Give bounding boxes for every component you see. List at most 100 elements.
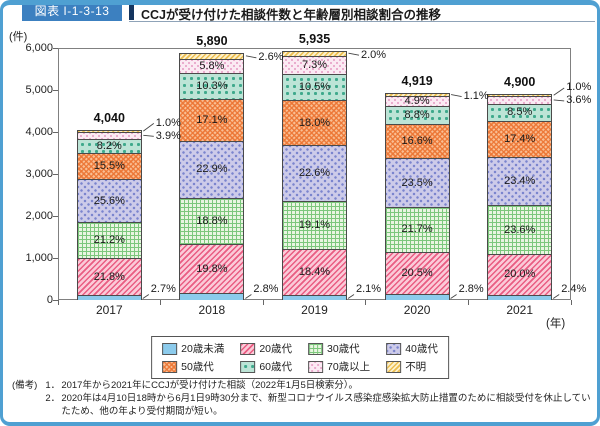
- legend-label: 60歳代: [259, 361, 292, 373]
- segment-value-label: 23.4%: [504, 175, 536, 188]
- bar-total-label: 5,890: [196, 33, 228, 48]
- bar-total-label: 4,040: [93, 111, 125, 126]
- segment-value-label: 17.4%: [504, 133, 536, 146]
- segment-value-label: 19.1%: [298, 219, 331, 232]
- y-tick-label: 0: [46, 293, 53, 306]
- bar-segment: [282, 294, 347, 300]
- x-tick: [160, 300, 162, 305]
- segment-value-label: 18.0%: [298, 116, 331, 129]
- y-tick-label: 5,000: [25, 83, 53, 96]
- segment-value-label: 19.8%: [196, 262, 228, 275]
- bar-segment: [76, 152, 142, 179]
- bar-segment: [76, 222, 142, 259]
- bar-segment: [179, 73, 245, 99]
- bar-segment: [179, 197, 245, 245]
- x-tick: [570, 300, 572, 305]
- bar-segment: [384, 105, 450, 124]
- bar-segment: [76, 178, 142, 223]
- title-accent-bar: [129, 2, 134, 20]
- x-tick: [467, 300, 469, 305]
- segment-value-label: 22.6%: [298, 167, 331, 180]
- segment-value-label: 4.9%: [404, 94, 430, 107]
- notes-items: 1． 2017年から2021年にCCJが受け付けた相談（2022年1月5日検索分…: [45, 379, 592, 418]
- y-tick: [53, 131, 58, 133]
- bar-segment: [487, 253, 553, 296]
- bar-segment: [76, 258, 142, 296]
- legend-label: 40歳代: [405, 343, 438, 355]
- segment-value-label: 10.5%: [298, 81, 331, 93]
- bar-segment: [76, 295, 142, 300]
- legend-swatch-icon: [162, 360, 178, 373]
- legend-label: 50歳代: [181, 361, 214, 373]
- segment-value-label: 7.3%: [301, 58, 328, 71]
- bar-segment: [384, 251, 450, 295]
- legend-label: 70歳以上: [327, 361, 371, 373]
- legend: 20歳未満 20歳代 30歳代 40歳代 50歳代 60歳代 70歳以上 不明: [151, 336, 449, 379]
- bar-segment: [179, 141, 245, 198]
- bar-segment: [282, 144, 347, 202]
- y-tick: [53, 173, 58, 175]
- bar-segment: [179, 293, 245, 300]
- segment-value-label: 25.6%: [93, 194, 125, 207]
- figure-number: 図表 I-1-3-13: [34, 4, 110, 18]
- legend-swatch-icon: [386, 342, 402, 355]
- segment-callout-label: 3.9%: [155, 129, 181, 142]
- figure-title: CCJが受け付けた相談件数と年齢層別相談割合の推移: [141, 8, 442, 22]
- segment-value-label: 23.6%: [504, 223, 536, 236]
- bar-total-label: 5,935: [298, 31, 331, 46]
- x-category-label: 2017: [95, 303, 123, 317]
- legend-item: 20歳代: [240, 341, 292, 356]
- segment-value-label: 15.5%: [93, 159, 125, 172]
- segment-value-label: 8.5%: [507, 106, 533, 119]
- y-axis-unit-label: (件): [9, 31, 28, 43]
- segment-value-label: 10.3%: [196, 80, 228, 93]
- y-tick: [53, 215, 58, 217]
- bar-segment: [76, 138, 142, 153]
- bar-segment: [384, 124, 450, 159]
- segment-value-label: 8.8%: [404, 108, 430, 121]
- y-tick: [53, 299, 58, 301]
- segment-value-label: 21.8%: [93, 270, 125, 283]
- bar-segment: [487, 205, 553, 254]
- legend-label: 20歳代: [259, 343, 292, 355]
- x-category-label: 2018: [198, 303, 226, 317]
- segment-value-label: 16.6%: [401, 135, 433, 148]
- notes: (備考) 1． 2017年から2021年にCCJが受け付けた相談（2022年1月…: [12, 379, 592, 418]
- bar-segment: [487, 295, 553, 300]
- segment-value-label: 23.5%: [401, 176, 433, 189]
- segment-callout-label: 1.1%: [463, 90, 489, 103]
- legend-swatch-icon: [308, 342, 323, 355]
- bar-segment: [179, 244, 245, 294]
- segment-callout-label: 2.0%: [361, 48, 387, 61]
- segment-callout-label: 1.0%: [566, 81, 592, 94]
- segment-value-label: 21.2%: [93, 234, 125, 247]
- legend-swatch-icon: [386, 360, 402, 373]
- note-text: 2020年は4月10日18時から6月1日9時30分まで、新型コロナウイルス感染症…: [61, 393, 591, 417]
- bar-segment: [384, 206, 450, 252]
- segment-callout-label: 2.6%: [258, 51, 284, 64]
- y-tick-label: 6,000: [25, 41, 53, 54]
- legend-label: 20歳未満: [181, 343, 225, 355]
- notes-label: (備考): [12, 380, 38, 391]
- bar-segment: [76, 132, 142, 139]
- note-item: 2． 2020年は4月10日18時から6月1日9時30分まで、新型コロナウイルス…: [45, 392, 592, 418]
- bar-segment: [282, 201, 347, 249]
- legend-label: 不明: [405, 361, 427, 373]
- bar-segment: [282, 55, 347, 74]
- y-tick: [53, 47, 58, 49]
- segment-value-label: 21.7%: [401, 223, 433, 236]
- segment-callout-label: 2.8%: [458, 282, 484, 295]
- bar-segment: [282, 73, 347, 101]
- legend-item: 20歳未満: [162, 341, 224, 356]
- segment-value-label: 17.1%: [196, 113, 228, 126]
- segment-value-label: 5.8%: [199, 60, 225, 73]
- y-tick-label: 1,000: [25, 251, 53, 264]
- legend-swatch-icon: [240, 342, 256, 355]
- segment-value-label: 18.8%: [196, 214, 228, 227]
- bar-total-label: 4,900: [504, 75, 536, 90]
- bar-segment: [384, 95, 450, 106]
- x-tick: [365, 300, 367, 305]
- bar-segment: [282, 50, 347, 56]
- segment-callout-label: 3.6%: [566, 94, 592, 107]
